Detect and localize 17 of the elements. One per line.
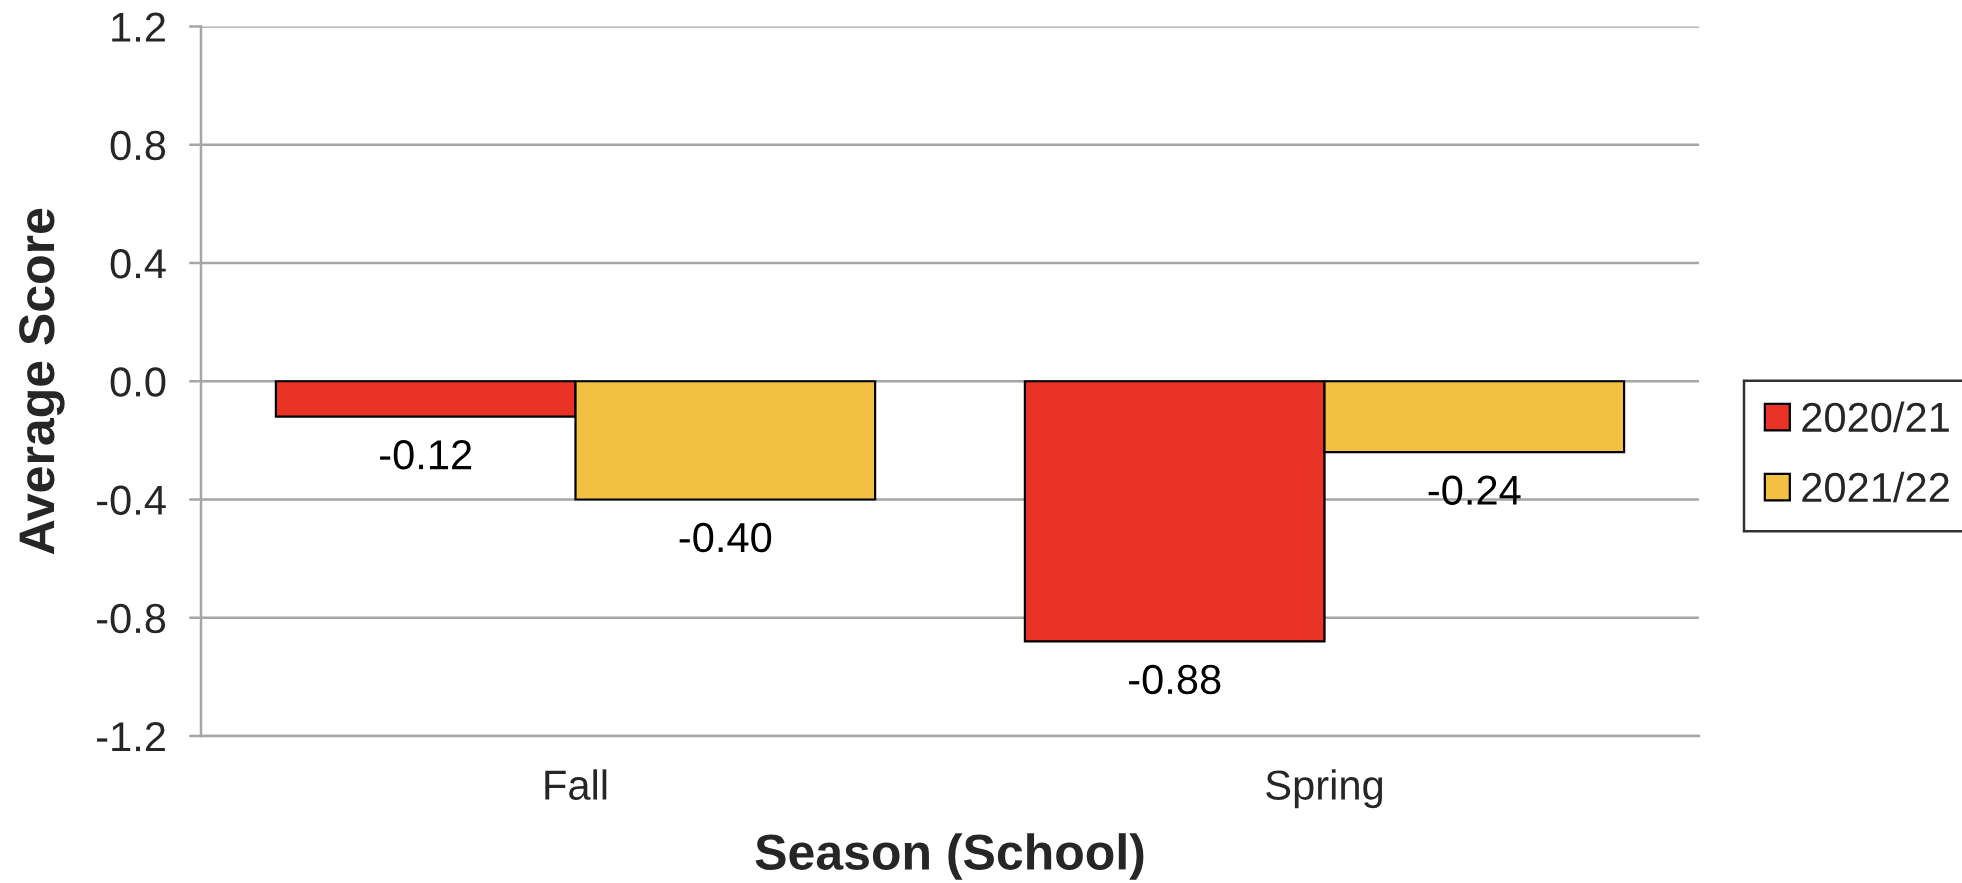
x-tick-label: Fall: [545, 769, 607, 800]
data-label: -0.88: [1129, 664, 1221, 695]
y-tick-label: 0.4: [110, 249, 166, 279]
y-tick-label: -0.4: [97, 485, 166, 516]
y-tick-label: 0.8: [110, 130, 166, 161]
y-tick-label: -0.8: [97, 603, 166, 634]
y-tick-label: -1.2: [97, 722, 165, 752]
x-tick-label: Spring: [1266, 769, 1383, 809]
y-tick-label: 1.2: [112, 12, 165, 42]
y-axis-title: Average Score: [19, 208, 65, 555]
legend-label: 2020/21: [1802, 401, 1949, 433]
data-label: -0.12: [380, 440, 472, 470]
x-axis-title: Season (School): [755, 833, 1144, 880]
data-label: -0.24: [1428, 475, 1521, 506]
data-label: -0.40: [679, 522, 772, 553]
legend-label: 2021/22: [1802, 471, 1949, 503]
y-tick-label: 0.0: [110, 367, 166, 397]
